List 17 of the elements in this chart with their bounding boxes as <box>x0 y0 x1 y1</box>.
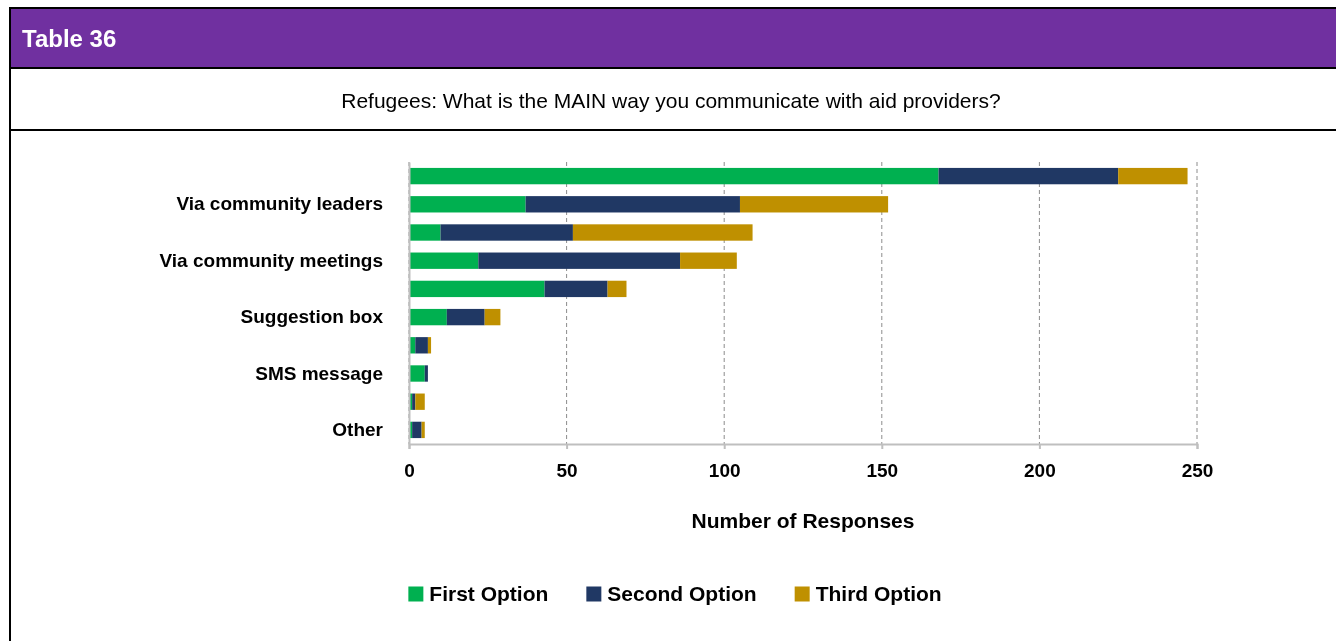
y-tick-label: Via community meetings <box>159 249 383 271</box>
y-tick-label: SMS message <box>255 362 383 384</box>
x-axis-title: Number of Responses <box>691 509 915 532</box>
x-tick-label: 100 <box>708 459 741 481</box>
legend-label: Second Option <box>607 582 757 605</box>
y-tick-label: Via community leaders <box>176 193 383 215</box>
chart-subtitle: Refugees: What is the MAIN way you communicate with aid providers? <box>341 89 1001 112</box>
text: Table 36 <box>22 25 117 52</box>
legend-label: First Option <box>429 582 549 605</box>
x-tick-label: 0 <box>404 459 415 481</box>
y-tick-label: Other <box>332 418 384 440</box>
legend-label: Third Option <box>815 582 942 605</box>
x-tick-label: 250 <box>1181 459 1214 481</box>
x-tick-label: 200 <box>1024 459 1056 481</box>
x-tick-label: 50 <box>556 459 578 481</box>
x-tick-label: 150 <box>866 459 899 481</box>
y-tick-label: Suggestion box <box>240 306 384 328</box>
